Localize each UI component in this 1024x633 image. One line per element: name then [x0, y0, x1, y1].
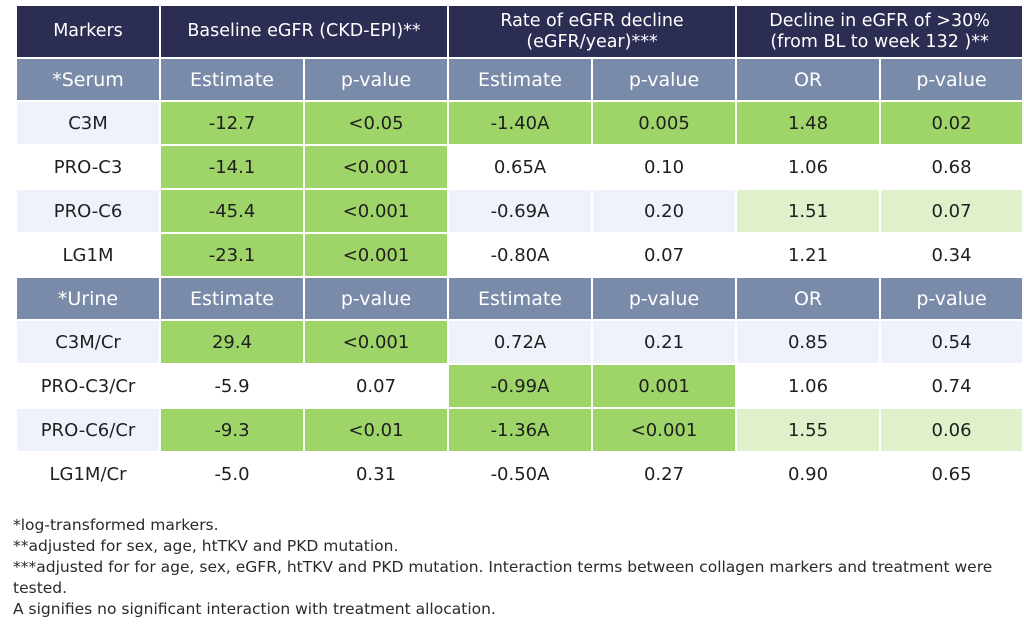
subheader-cell: Estimate: [449, 59, 592, 100]
marker-name: PRO-C3: [17, 146, 159, 188]
table-cell: 0.90: [737, 453, 880, 495]
table-cell: 0.06: [881, 409, 1023, 451]
table-cell: 1.06: [737, 365, 880, 407]
subheader-cell: p-value: [881, 59, 1023, 100]
table-row: PRO-C3 -14.1 <0.001 0.65A 0.10 1.06 0.68: [17, 146, 1023, 188]
table-cell: 0.65: [881, 453, 1023, 495]
footnote-baseline-adjustment: **adjusted for sex, age, htTKV and PKD m…: [13, 537, 399, 555]
marker-name: C3M/Cr: [17, 321, 159, 363]
footnotes: *log-transformed markers. **adjusted for…: [13, 515, 993, 620]
table-cell: -0.99A: [449, 365, 592, 407]
table-cell: -0.80A: [449, 234, 592, 276]
table-cell: 0.10: [593, 146, 736, 188]
table-cell: 0.07: [305, 365, 448, 407]
footnote-a-meaning: A signifies no significant interaction w…: [13, 600, 496, 618]
subheader-cell: p-value: [593, 59, 736, 100]
table-cell: 0.54: [881, 321, 1023, 363]
table-cell: <0.001: [305, 234, 448, 276]
table-cell: -12.7: [161, 102, 303, 144]
table-cell: 29.4: [161, 321, 303, 363]
table-row: C3M -12.7 <0.05 -1.40A 0.005 1.48 0.02: [17, 102, 1023, 144]
header-rate-of-decline: Rate of eGFR decline (eGFR/year)***: [449, 6, 736, 57]
subheader-cell: p-value: [593, 278, 736, 319]
table-cell: 1.55: [737, 409, 880, 451]
header-markers: Markers: [17, 6, 159, 57]
table-cell: -1.36A: [449, 409, 592, 451]
footnote-rate-adjustment: ***adjusted for for age, sex, eGFR, htTK…: [13, 558, 993, 597]
header-row: Markers Baseline eGFR (CKD-EPI)** Rate o…: [17, 6, 1023, 57]
header-decline-30: Decline in eGFR of >30% (from BL to week…: [737, 6, 1023, 57]
subheader-cell: p-value: [305, 59, 448, 100]
table-cell: -0.69A: [449, 190, 592, 232]
table-cell: -45.4: [161, 190, 303, 232]
table-cell: 0.85: [737, 321, 880, 363]
subheader-cell: p-value: [881, 278, 1023, 319]
table-cell: -9.3: [161, 409, 303, 451]
table-cell: <0.001: [305, 321, 448, 363]
header-rate-line1: Rate of eGFR decline: [500, 10, 684, 31]
marker-name: PRO-C6/Cr: [17, 409, 159, 451]
table-cell: 0.20: [593, 190, 736, 232]
table-row: LG1M -23.1 <0.001 -0.80A 0.07 1.21 0.34: [17, 234, 1023, 276]
table-cell: 0.07: [593, 234, 736, 276]
table-cell: 0.74: [881, 365, 1023, 407]
table-cell: 0.21: [593, 321, 736, 363]
subheader-cell: OR: [737, 278, 880, 319]
table-cell: 0.005: [593, 102, 736, 144]
header-rate-line2: (eGFR/year)***: [526, 31, 658, 52]
table-cell: 1.21: [737, 234, 880, 276]
table-row: LG1M/Cr -5.0 0.31 -0.50A 0.27 0.90 0.65: [17, 453, 1023, 495]
table-row: PRO-C3/Cr -5.9 0.07 -0.99A 0.001 1.06 0.…: [17, 365, 1023, 407]
urine-section-label: *Urine: [17, 278, 159, 319]
table-cell: 0.02: [881, 102, 1023, 144]
table-cell: -5.9: [161, 365, 303, 407]
table-cell: 0.72A: [449, 321, 592, 363]
marker-name: LG1M/Cr: [17, 453, 159, 495]
table-cell: -14.1: [161, 146, 303, 188]
subheader-cell: Estimate: [161, 278, 303, 319]
marker-name: PRO-C6: [17, 190, 159, 232]
table-cell: <0.05: [305, 102, 448, 144]
table-row: PRO-C6/Cr -9.3 <0.01 -1.36A <0.001 1.55 …: [17, 409, 1023, 451]
marker-name: LG1M: [17, 234, 159, 276]
marker-name: C3M: [17, 102, 159, 144]
table-cell: 1.06: [737, 146, 880, 188]
marker-name: PRO-C3/Cr: [17, 365, 159, 407]
table-cell: -0.50A: [449, 453, 592, 495]
table-cell: <0.001: [593, 409, 736, 451]
table-cell: 0.65A: [449, 146, 592, 188]
serum-section-label: *Serum: [17, 59, 159, 100]
table-cell: 0.07: [881, 190, 1023, 232]
table-cell: -1.40A: [449, 102, 592, 144]
header-baseline-egfr: Baseline eGFR (CKD-EPI)**: [161, 6, 448, 57]
footnote-log-transformed: *log-transformed markers.: [13, 516, 219, 534]
table-cell: <0.001: [305, 146, 448, 188]
urine-subheader-row: *Urine Estimate p-value Estimate p-value…: [17, 278, 1023, 319]
subheader-cell: OR: [737, 59, 880, 100]
table-cell: 0.001: [593, 365, 736, 407]
table-cell: -5.0: [161, 453, 303, 495]
table-cell: -23.1: [161, 234, 303, 276]
table-cell: 1.51: [737, 190, 880, 232]
subheader-cell: p-value: [305, 278, 448, 319]
table-cell: 1.48: [737, 102, 880, 144]
table-row: PRO-C6 -45.4 <0.001 -0.69A 0.20 1.51 0.0…: [17, 190, 1023, 232]
table-cell: <0.001: [305, 190, 448, 232]
table-cell: 0.27: [593, 453, 736, 495]
header-decline-line2: (from BL to week 132 )**: [770, 31, 989, 52]
table-cell: <0.01: [305, 409, 448, 451]
header-decline-line1: Decline in eGFR of >30%: [769, 10, 990, 31]
table-row: C3M/Cr 29.4 <0.001 0.72A 0.21 0.85 0.54: [17, 321, 1023, 363]
table-cell: 0.34: [881, 234, 1023, 276]
serum-subheader-row: *Serum Estimate p-value Estimate p-value…: [17, 59, 1023, 100]
table-cell: 0.31: [305, 453, 448, 495]
table-cell: 0.68: [881, 146, 1023, 188]
subheader-cell: Estimate: [449, 278, 592, 319]
subheader-cell: Estimate: [161, 59, 303, 100]
results-table: Markers Baseline eGFR (CKD-EPI)** Rate o…: [15, 4, 1024, 497]
